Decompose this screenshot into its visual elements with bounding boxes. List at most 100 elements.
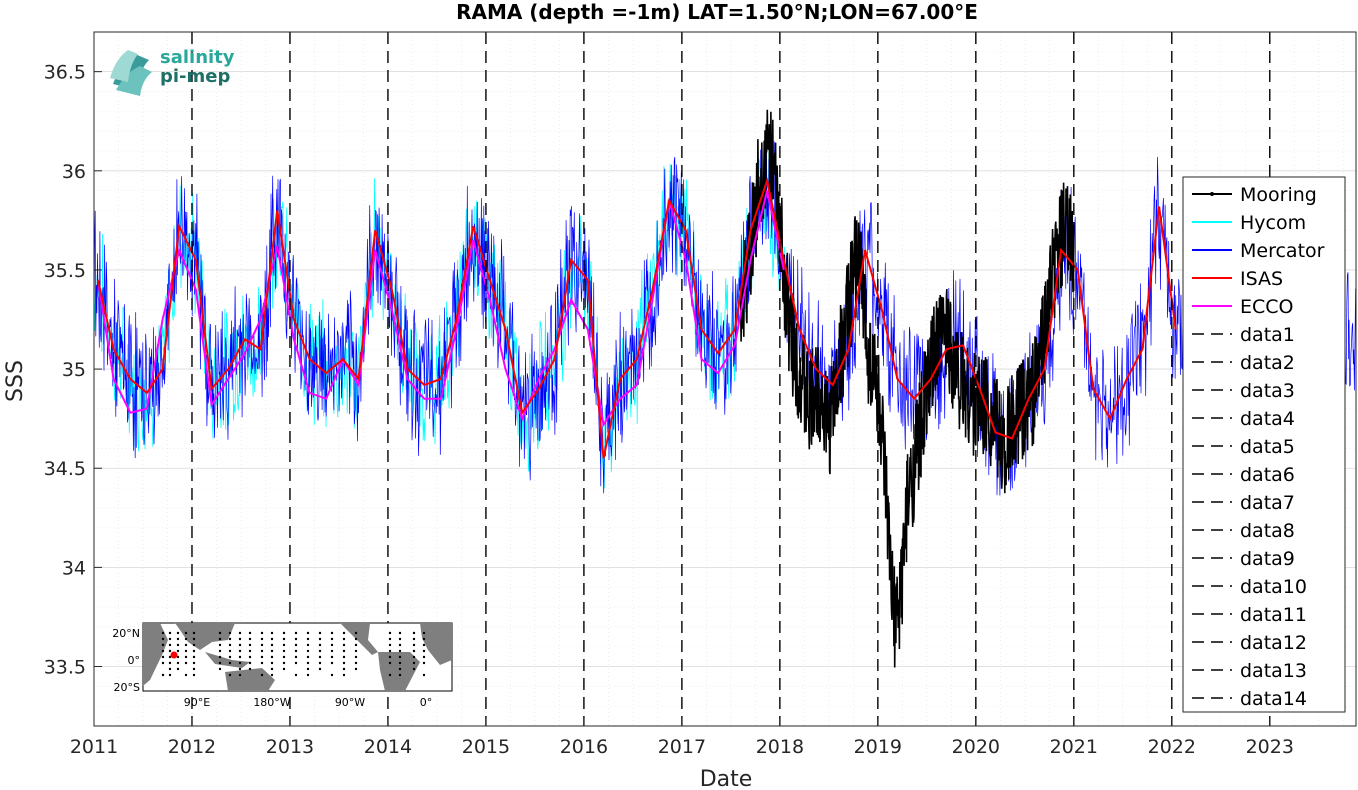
map-mooring-dot [422, 661, 426, 665]
map-mooring-dot [228, 661, 232, 665]
map-mooring-dot [168, 631, 172, 635]
map-mooring-dot [192, 649, 196, 653]
inset-map-mooring-dots [161, 631, 426, 677]
map-mooring-dot [228, 631, 232, 635]
map-mooring-dot [422, 643, 426, 647]
series-mooring-line [739, 109, 1075, 668]
map-mooring-dot [248, 667, 252, 671]
map-mooring-dot [422, 649, 426, 653]
map-mooring-dot [260, 631, 264, 635]
map-mooring-dot [238, 649, 242, 653]
map-mooring-dot [412, 643, 416, 647]
chart-title: RAMA (depth =-1m) LAT=1.50°N;LON=67.00°E [456, 0, 978, 24]
map-mooring-dot [306, 643, 310, 647]
map-mooring-dot [161, 649, 165, 653]
map-mooring-dot [282, 637, 286, 641]
map-mooring-dot [168, 655, 172, 659]
map-mooring-dot [176, 661, 180, 665]
map-mooring-dot [398, 667, 402, 671]
map-mooring-dot [342, 643, 346, 647]
x-tick-label: 2011 [70, 736, 118, 758]
legend-label: data4 [1240, 408, 1295, 430]
map-mooring-dot [270, 649, 274, 653]
legend-label: data10 [1240, 576, 1307, 598]
map-mooring-dot [354, 649, 358, 653]
map-mooring-dot [176, 637, 180, 641]
map-mooring-dot [161, 661, 165, 665]
logo-text-pi-mep: pi-mep [160, 66, 230, 87]
map-mooring-dot [354, 637, 358, 641]
x-tick-label: 2012 [168, 736, 216, 758]
map-mooring-dot [306, 673, 310, 677]
y-tick-label: 36 [62, 161, 86, 183]
map-mooring-dot [294, 643, 298, 647]
series-layer [93, 109, 1356, 668]
map-mooring-dot [398, 661, 402, 665]
map-mooring-dot [248, 631, 252, 635]
map-mooring-dot [422, 631, 426, 635]
map-mooring-dot [260, 649, 264, 653]
map-mooring-dot [228, 655, 232, 659]
legend-label: Mooring [1240, 184, 1317, 206]
map-mooring-dot [218, 631, 222, 635]
map-mooring-dot [388, 637, 392, 641]
map-mooring-dot [342, 661, 346, 665]
map-lat-0: 0° [128, 654, 141, 667]
map-mooring-dot [354, 655, 358, 659]
x-tick-label: 2013 [266, 736, 314, 758]
map-mooring-dot [282, 643, 286, 647]
inset-map-indonesia [205, 652, 250, 668]
y-tick-label: 36.5 [44, 62, 86, 84]
map-mooring-dot [248, 661, 252, 665]
map-lon-0: 0° [420, 696, 433, 709]
map-mooring-dot [176, 631, 180, 635]
legend-label: data1 [1240, 324, 1295, 346]
map-mooring-dot [354, 667, 358, 671]
inset-map: 20°N 0° 20°S 90°E 180°W 90°W 0° [112, 622, 453, 709]
map-mooring-dot [192, 655, 196, 659]
map-lon-90e: 90°E [184, 696, 210, 709]
x-ticks: 2011 2012 2013 2014 2015 2016 2017 2018 2019 2020… [70, 718, 1294, 758]
map-mooring-dot [306, 655, 310, 659]
legend-label: data11 [1240, 604, 1307, 626]
map-mooring-dot [318, 649, 322, 653]
map-mooring-dot [306, 631, 310, 635]
map-mooring-dot [238, 631, 242, 635]
map-lat-20s: 20°S [114, 681, 140, 694]
legend-box [1182, 176, 1346, 713]
legend-label: data3 [1240, 380, 1295, 402]
legend-label: data7 [1240, 492, 1295, 514]
legend-label: data12 [1240, 632, 1307, 654]
map-mooring-dot [330, 631, 334, 635]
legend-label: data8 [1240, 520, 1295, 542]
map-mooring-dot [388, 649, 392, 653]
map-mooring-dot [306, 649, 310, 653]
map-mooring-dot [398, 649, 402, 653]
x-tick-label: 2022 [1148, 736, 1196, 758]
map-mooring-dot [388, 643, 392, 647]
x-tick-label: 2023 [1246, 736, 1294, 758]
map-mooring-dot [342, 655, 346, 659]
inset-map-australia [225, 668, 275, 691]
map-mooring-dot [412, 661, 416, 665]
series-isas-line [96, 176, 1177, 459]
map-mooring-dot [412, 649, 416, 653]
x-tick-label: 2019 [854, 736, 902, 758]
legend-label: data2 [1240, 352, 1295, 374]
map-mooring-dot [176, 649, 180, 653]
vertical-year-lines [191, 32, 1271, 726]
map-mooring-dot [218, 649, 222, 653]
map-mooring-dot [422, 637, 426, 641]
y-axis-label: SSS [3, 360, 28, 402]
map-mooring-dot [398, 637, 402, 641]
inset-map-south-america [378, 652, 420, 691]
x-tick-label: 2021 [1050, 736, 1098, 758]
map-mooring-dot [192, 673, 196, 677]
map-mooring-dot [270, 673, 274, 677]
x-tick-label: 2018 [756, 736, 804, 758]
map-mooring-dot [218, 637, 222, 641]
map-mooring-dot [161, 643, 165, 647]
map-mooring-dot [398, 673, 402, 677]
map-mooring-dot [330, 637, 334, 641]
map-mooring-dot [330, 649, 334, 653]
